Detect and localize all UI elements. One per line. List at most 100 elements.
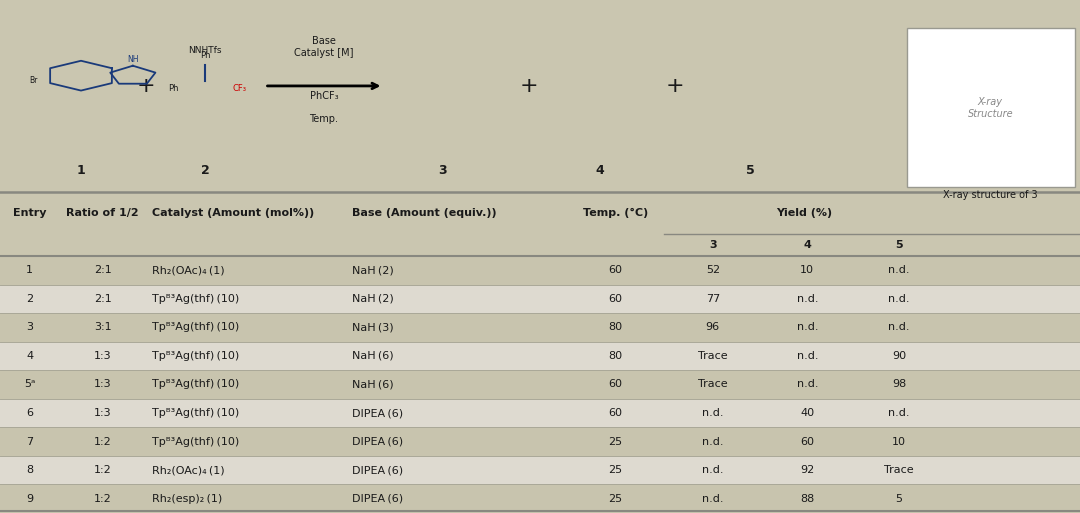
Text: 90: 90 [892,351,906,361]
Text: 1:2: 1:2 [94,437,111,447]
Bar [0,256,1080,285]
Text: Entry: Entry [13,208,46,219]
Text: 4: 4 [595,164,604,177]
Text: Tpᴮ³Ag(thf) (10): Tpᴮ³Ag(thf) (10) [152,294,240,304]
Text: Rh₂(esp)₂ (1): Rh₂(esp)₂ (1) [152,494,222,504]
Text: DIPEA (6): DIPEA (6) [352,408,403,418]
Text: Trace: Trace [885,465,914,475]
Text: n.d.: n.d. [702,494,724,504]
Text: 88: 88 [800,494,814,504]
Text: n.d.: n.d. [797,380,818,389]
Text: 9: 9 [26,494,33,504]
Text: 60: 60 [609,380,622,389]
Text: +: + [519,76,539,96]
Text: Br: Br [29,76,38,85]
Text: Temp.: Temp. [310,114,338,124]
Text: 98: 98 [892,380,906,389]
Text: n.d.: n.d. [702,437,724,447]
Text: n.d.: n.d. [702,408,724,418]
Text: Tpᴮ³Ag(thf) (10): Tpᴮ³Ag(thf) (10) [152,408,240,418]
Text: 4: 4 [26,351,33,361]
Text: Tpᴮ³Ag(thf) (10): Tpᴮ³Ag(thf) (10) [152,322,240,332]
Text: n.d.: n.d. [797,351,818,361]
Bar [0,456,1080,484]
Text: 5ᵃ: 5ᵃ [24,380,36,389]
Text: n.d.: n.d. [797,294,818,304]
Text: 1:3: 1:3 [94,380,111,389]
Text: 25: 25 [608,494,623,504]
Text: 60: 60 [609,294,622,304]
Text: 25: 25 [608,437,623,447]
Text: 10: 10 [800,265,814,275]
Text: Trace: Trace [698,380,728,389]
Text: 80: 80 [608,351,623,361]
Text: n.d.: n.d. [797,322,818,332]
Text: +: + [136,76,156,96]
Text: NaH (6): NaH (6) [352,380,394,389]
Text: Base (Amount (equiv.)): Base (Amount (equiv.)) [352,208,497,219]
Text: Base
Catalyst [M]: Base Catalyst [M] [294,36,354,58]
Text: 5: 5 [746,164,755,177]
Text: CF₃: CF₃ [232,84,246,93]
Text: 5: 5 [895,240,903,250]
Text: NH: NH [127,55,138,64]
Text: n.d.: n.d. [889,322,909,332]
Text: 8: 8 [26,465,33,475]
Text: 5: 5 [895,494,903,504]
Text: 60: 60 [609,265,622,275]
Text: DIPEA (6): DIPEA (6) [352,494,403,504]
Bar [0,192,1080,256]
Text: 3:1: 3:1 [94,322,111,332]
Text: n.d.: n.d. [889,294,909,304]
Text: 2:1: 2:1 [94,294,111,304]
Text: NaH (2): NaH (2) [352,265,394,275]
Text: Ratio of 1/2: Ratio of 1/2 [66,208,139,219]
Text: 77: 77 [705,294,720,304]
Text: 60: 60 [609,408,622,418]
Text: 10: 10 [892,437,906,447]
Text: n.d.: n.d. [889,408,909,418]
Text: 1:2: 1:2 [94,494,111,504]
Text: Yield (%): Yield (%) [777,208,833,219]
Text: 1:2: 1:2 [94,465,111,475]
Text: 3: 3 [438,164,447,177]
Text: Temp. (°C): Temp. (°C) [583,208,648,219]
Bar [0,484,1080,513]
Text: 4: 4 [804,240,811,250]
Text: 1:3: 1:3 [94,351,111,361]
Text: NNHTfs: NNHTfs [188,46,222,54]
Text: n.d.: n.d. [702,465,724,475]
Text: 1:3: 1:3 [94,408,111,418]
Text: Tpᴮ³Ag(thf) (10): Tpᴮ³Ag(thf) (10) [152,437,240,447]
Text: 80: 80 [608,322,623,332]
Text: 6: 6 [26,408,33,418]
Text: 7: 7 [26,437,33,447]
Text: 1: 1 [26,265,33,275]
Text: Tpᴮ³Ag(thf) (10): Tpᴮ³Ag(thf) (10) [152,351,240,361]
Text: Rh₂(OAc)₄ (1): Rh₂(OAc)₄ (1) [152,265,225,275]
Text: Tpᴮ³Ag(thf) (10): Tpᴮ³Ag(thf) (10) [152,380,240,389]
Bar [0,427,1080,456]
Text: 92: 92 [800,465,814,475]
Text: 52: 52 [705,265,720,275]
Text: 40: 40 [800,408,814,418]
Text: NaH (3): NaH (3) [352,322,394,332]
Text: Catalyst (Amount (mol%)): Catalyst (Amount (mol%)) [152,208,314,219]
Text: 96: 96 [705,322,720,332]
Text: Ph: Ph [200,51,211,61]
Bar [0,285,1080,313]
Text: PhCF₃: PhCF₃ [310,91,338,101]
Text: X-ray
Structure: X-ray Structure [968,97,1013,119]
Bar [0,342,1080,370]
Text: 60: 60 [800,437,814,447]
Text: 2:1: 2:1 [94,265,111,275]
Text: Trace: Trace [698,351,728,361]
Bar [907,28,1075,187]
Bar [0,399,1080,427]
Text: DIPEA (6): DIPEA (6) [352,437,403,447]
Text: NaH (6): NaH (6) [352,351,394,361]
Text: Rh₂(OAc)₄ (1): Rh₂(OAc)₄ (1) [152,465,225,475]
Text: n.d.: n.d. [889,265,909,275]
Text: 2: 2 [26,294,33,304]
Text: Ph: Ph [167,84,178,93]
